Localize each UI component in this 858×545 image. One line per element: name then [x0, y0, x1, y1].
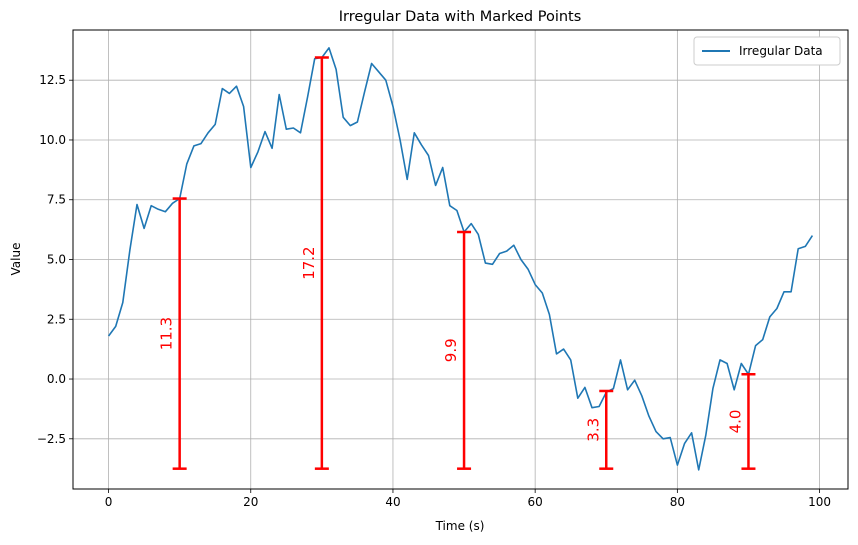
x-tick-label: 80 [670, 495, 685, 509]
x-tick-label: 0 [105, 495, 113, 509]
y-tick-label: 2.5 [47, 312, 66, 326]
x-axis-ticks: 0 20 40 60 80 100 [105, 489, 831, 509]
legend-label: Irregular Data [739, 44, 823, 58]
marker-value-label: 4.0 [727, 410, 745, 434]
y-tick-label: 0.0 [47, 372, 66, 386]
y-axis-title: Value [9, 243, 23, 276]
x-tick-label: 20 [243, 495, 258, 509]
marker-value-label: 3.3 [584, 418, 602, 442]
marker-value-label: 17.2 [300, 246, 318, 279]
x-tick-label: 100 [808, 495, 831, 509]
grid [73, 30, 848, 489]
marked-points: 11.3 17.2 9.9 3.3 4.0 [158, 56, 756, 470]
legend: Irregular Data [693, 36, 841, 66]
y-tick-label: 7.5 [47, 193, 66, 207]
y-tick-label: 10.0 [39, 133, 66, 147]
marker-value-label: 11.3 [158, 317, 176, 350]
x-tick-label: 60 [528, 495, 543, 509]
y-axis-ticks: −2.5 0.0 2.5 5.0 7.5 10.0 12.5 [37, 73, 73, 446]
y-tick-label: 12.5 [39, 73, 66, 87]
legend-box [693, 36, 841, 66]
series-line-irregular-data [107, 47, 814, 471]
y-tick-label: 5.0 [47, 253, 66, 267]
y-tick-label: −2.5 [37, 432, 66, 446]
chart-title: Irregular Data with Marked Points [339, 9, 582, 25]
x-tick-label: 40 [385, 495, 400, 509]
plot-area [107, 47, 814, 471]
marker-value-label: 9.9 [442, 338, 460, 362]
x-axis-title: Time (s) [435, 519, 485, 533]
